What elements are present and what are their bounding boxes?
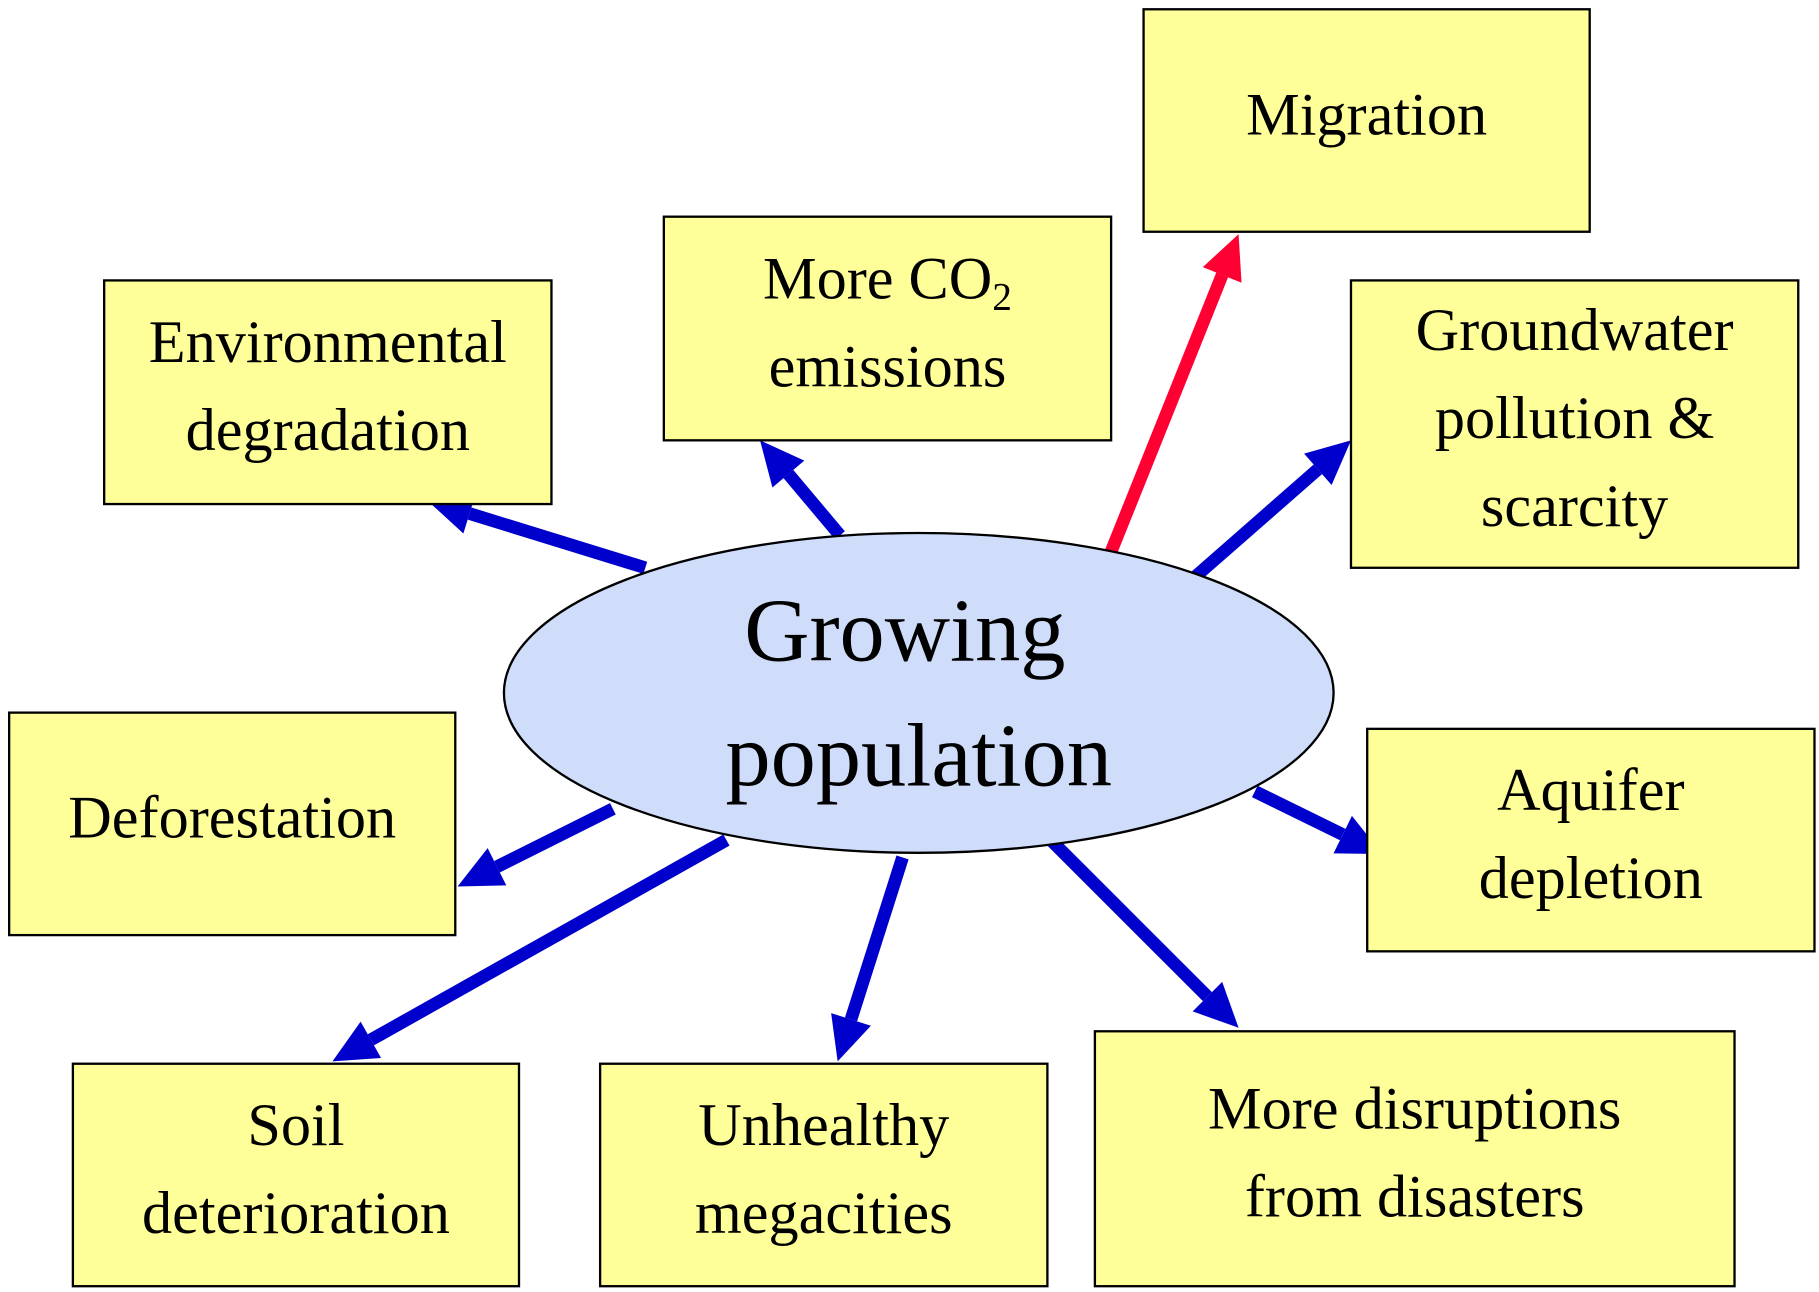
- node-label: Groundwater: [1416, 297, 1734, 364]
- arrow-shaft: [494, 803, 616, 873]
- node-box: [1142, 8, 1591, 233]
- node-label: Migration: [1246, 81, 1487, 148]
- node-box: [7, 711, 457, 937]
- node-box: [1366, 727, 1816, 953]
- node-label: pollution &: [1435, 385, 1715, 452]
- node-box: [1349, 279, 1800, 569]
- node-label: degradation: [186, 397, 470, 464]
- arrow-shaft: [1188, 464, 1323, 585]
- center-label: Growing: [744, 579, 1065, 680]
- node-label: Unhealthy: [698, 1092, 949, 1159]
- boxes: Migration More CO2 emissions Environmental d…: [7, 8, 1816, 1288]
- arrow-shaft: [1105, 272, 1229, 554]
- node-label: from disasters: [1245, 1164, 1585, 1231]
- arrow-shaft: [467, 507, 648, 574]
- center-label: population: [725, 705, 1112, 806]
- node-box: [1093, 1030, 1736, 1288]
- arrow-shaft: [367, 834, 730, 1046]
- arrow-head: [760, 440, 805, 488]
- node-label: Aquifer: [1497, 757, 1684, 824]
- node-label: Deforestation: [68, 785, 396, 852]
- node-box: [71, 1062, 521, 1288]
- node-label: depletion: [1479, 845, 1703, 912]
- node-label: emissions: [769, 333, 1007, 400]
- node-label: deterioration: [142, 1180, 450, 1247]
- node-box: [103, 279, 553, 506]
- arrow-head: [831, 1013, 871, 1062]
- node-label: scarcity: [1481, 473, 1668, 540]
- node-box: [662, 215, 1113, 442]
- arrow-shaft: [844, 855, 909, 1022]
- center-ellipse: [502, 531, 1335, 854]
- node-label: More CO2: [763, 245, 1012, 318]
- node-box: [598, 1062, 1049, 1288]
- arrow-head: [1202, 234, 1242, 283]
- node-label: Environmental: [149, 309, 507, 376]
- arrow-shaft: [1046, 835, 1212, 1002]
- arrow-head: [457, 848, 507, 887]
- arrow-head: [1192, 981, 1239, 1028]
- arrow-head: [1304, 440, 1351, 486]
- node-label: More disruptions: [1208, 1076, 1621, 1143]
- node-subscript: 2: [992, 275, 1012, 319]
- arrow-head: [332, 1021, 382, 1062]
- arrow-shaft: [1251, 785, 1346, 841]
- arrow-shaft: [783, 469, 845, 540]
- node-label: megacities: [695, 1180, 953, 1247]
- node-label: Soil: [247, 1092, 344, 1159]
